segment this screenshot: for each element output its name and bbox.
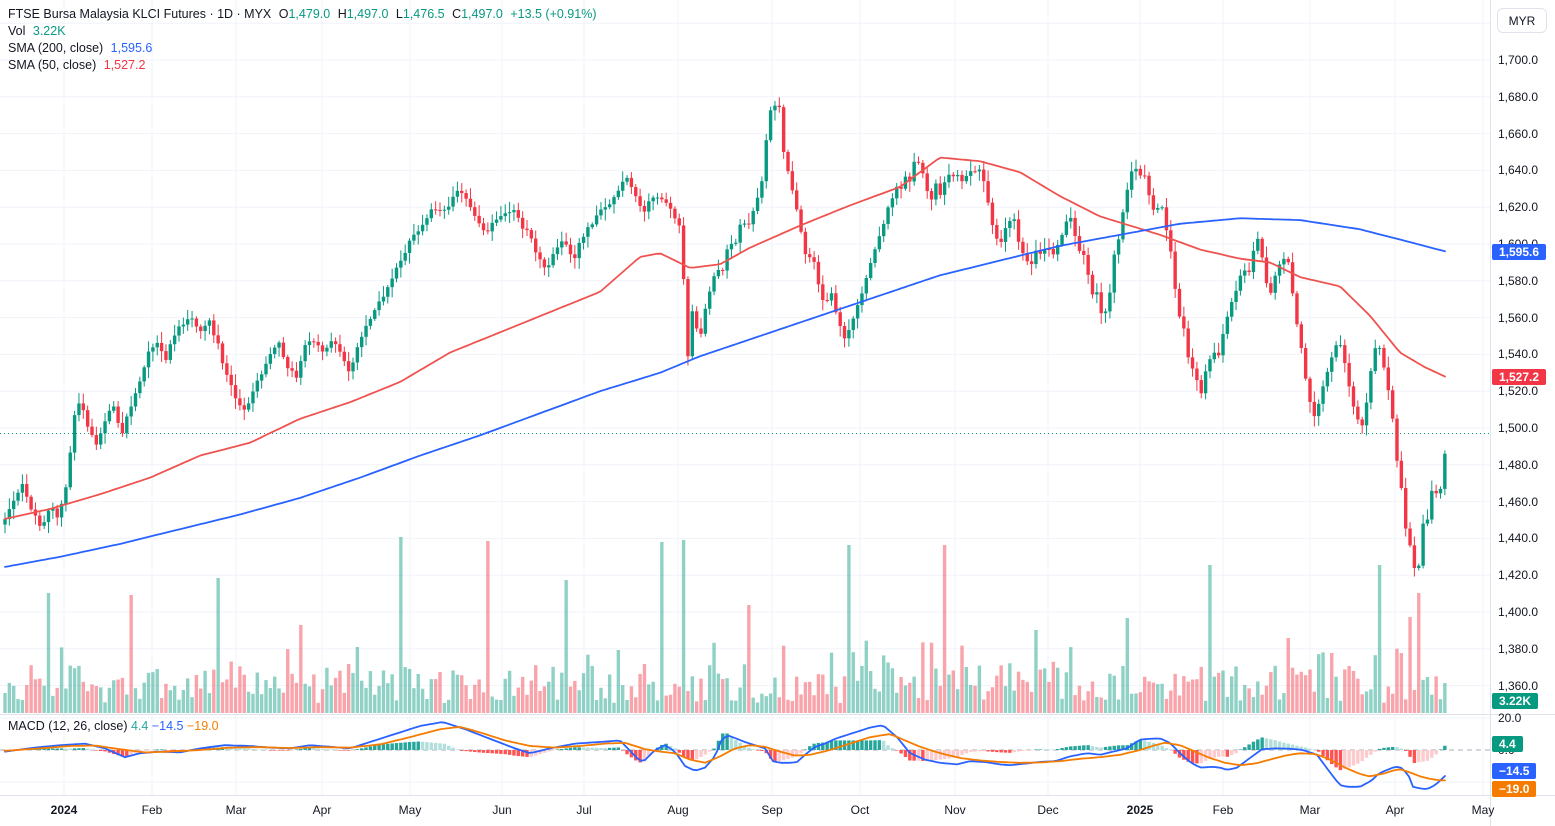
price-axis-label: 1,500.0 [1498,421,1539,435]
axis-value-badge: −14.5 [1492,763,1537,779]
high-label: H [337,7,347,21]
time-axis-label: Aug [667,803,689,817]
high-value: 1,497.0 [346,7,389,21]
price-axis-label: 1,440.0 [1498,531,1539,546]
price-axis-label: 1,640.0 [1498,163,1539,178]
price-axis-label: 1,400.0 [1498,605,1539,619]
macd-signal-value: −19.0 [186,719,219,733]
close-label: C [452,7,462,21]
close-value: 1,497.0 [461,7,503,21]
low-value: 1,476.5 [402,7,445,21]
price-axis-label: 1,480.0 [1498,457,1539,472]
time-axis-label: Feb [141,803,163,817]
price-axis-label: 1,580.0 [1498,273,1539,288]
price-axis-label: 1,660.0 [1498,126,1539,141]
time-axis-label: Mar [1299,803,1321,817]
axis-value-badge: −19.0 [1492,781,1537,797]
symbol-title[interactable]: FTSE Bursa Malaysia KLCI Futures · 1D · … [8,7,272,21]
symbol-row: FTSE Bursa Malaysia KLCI Futures · 1D · … [8,6,596,23]
volume-row: Vol 3.22K [8,23,596,40]
open-label: O [278,7,289,21]
time-axis-label: May [398,803,422,817]
price-axis-label: 1,520.0 [1498,384,1539,399]
price-axis-label: 1,620.0 [1498,200,1539,215]
price-axis-divider [1490,0,1491,826]
volume-value: 3.22K [32,24,66,38]
time-axis-label: Mar [225,803,247,817]
sma50-label: SMA (50, close) [8,58,97,72]
time-axis-label: Apr [1385,803,1405,817]
time-axis-label: Jun [492,803,512,817]
time-axis-label: Oct [850,803,870,817]
time-axis-label: Dec [1037,803,1059,817]
sma50-row[interactable]: SMA (50, close) 1,527.2 [8,57,596,74]
price-axis-label: 1,420.0 [1498,568,1539,583]
axis-value-badge: 1,595.6 [1492,244,1547,260]
macd-hist-value: 4.4 [130,719,149,733]
time-axis-divider [0,795,1555,796]
price-axis-label: 1,540.0 [1498,347,1539,362]
sma200-row[interactable]: SMA (200, close) 1,595.6 [8,40,596,57]
sma50-value: 1,527.2 [103,58,146,72]
macd-label: MACD (12, 26, close) [8,719,128,733]
macd-legend[interactable]: MACD (12, 26, close) 4.4 −14.5 −19.0 [8,719,219,733]
sma200-label: SMA (200, close) [8,41,104,55]
price-axis-label: 1,680.0 [1498,89,1539,104]
time-axis-label: Jul [576,803,592,817]
open-value: 1,479.0 [288,7,331,21]
price-axis-label: 1,700.0 [1498,53,1539,67]
time-axis-label: Apr [312,803,332,817]
low-label: L [395,7,403,21]
axis-value-badge: 1,527.2 [1492,369,1547,385]
macd-axis-label: 20.0 [1498,711,1522,725]
macd-line-value: −14.5 [151,719,184,733]
chart-legend: FTSE Bursa Malaysia KLCI Futures · 1D · … [8,6,596,74]
price-axis-label: 1,460.0 [1498,494,1539,509]
time-axis-label: Sep [761,803,783,817]
change-value: +13.5 (+0.91%) [510,7,597,21]
time-axis-label: Nov [944,803,966,817]
price-axis-label: 1,360.0 [1498,678,1539,693]
axis-value-badge: 3.22K [1492,693,1539,709]
sma200-value: 1,595.6 [110,41,153,55]
macd-pane-divider[interactable] [0,714,1555,715]
volume-label: Vol [8,24,26,38]
price-axis-label: 1,380.0 [1498,641,1539,656]
axis-value-badge: 4.4 [1492,736,1523,752]
time-axis-label: May [1471,803,1495,817]
time-axis-label: 2024 [50,803,78,817]
time-axis-label: Feb [1212,803,1234,817]
time-axis-label: 2025 [1126,803,1154,817]
price-axis-label: 1,560.0 [1498,310,1539,325]
chart-plot-area[interactable] [0,0,1490,795]
currency-button[interactable]: MYR [1497,8,1547,33]
